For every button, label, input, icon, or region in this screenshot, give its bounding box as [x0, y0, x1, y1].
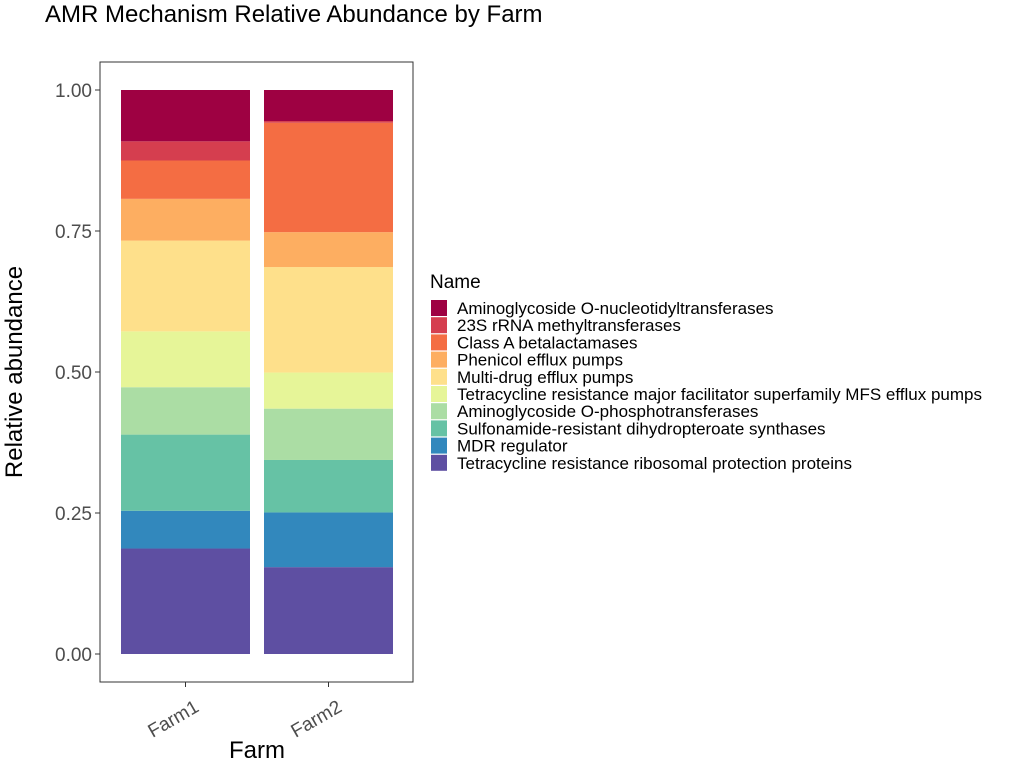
bar-segment-farm2-10: [264, 567, 393, 654]
y-axis: 0.00 0.25 0.50 0.75 1.00: [55, 81, 100, 666]
legend-label: Multi-drug efflux pumps: [457, 368, 633, 387]
bar-segment-farm1-6: [121, 331, 250, 388]
legend-title: Name: [430, 272, 481, 293]
bar-segment-farm1-3: [121, 160, 250, 199]
bar-segment-farm2-9: [264, 512, 393, 568]
bar-segment-farm2-1: [264, 90, 393, 122]
bar-segment-farm2-6: [264, 372, 393, 409]
bar-segment-farm1-10: [121, 548, 250, 654]
legend-label: Class A betalactamases: [457, 333, 637, 352]
legend-key: [431, 437, 447, 454]
legend-label: 23S rRNA methyltransferases: [457, 316, 681, 335]
x-axis: Farm1 Farm2: [145, 682, 346, 742]
bars-layer: [121, 90, 393, 654]
bar-segment-farm2-7: [264, 408, 393, 460]
bar-segment-farm2-2: [264, 121, 393, 123]
legend-key: [431, 368, 447, 385]
legend-key: [431, 334, 447, 351]
y-tick-label: 0.50: [55, 363, 92, 384]
bar-segment-farm1-8: [121, 434, 250, 511]
bar-segment-farm1-7: [121, 387, 250, 435]
legend-key: [431, 300, 447, 316]
legend-key: [431, 386, 447, 402]
legend-label: Sulfonamide-resistant dihydropteroate sy…: [457, 419, 826, 438]
chart-title: AMR Mechanism Relative Abundance by Farm: [45, 1, 543, 28]
x-tick-label: Farm2: [288, 697, 346, 743]
legend-label: MDR regulator: [457, 437, 568, 456]
y-axis-title: Relative abundance: [1, 266, 28, 478]
legend-label: Aminoglycoside O-nucleotidyltransferases: [457, 299, 774, 318]
bar-segment-farm1-4: [121, 198, 250, 241]
legend-label: Tetracycline resistance major facilitato…: [457, 385, 982, 404]
bar-segment-farm2-8: [264, 459, 393, 513]
legend-key: [431, 454, 447, 471]
y-tick-label: 1.00: [55, 81, 92, 102]
bar-segment-farm1-9: [121, 510, 250, 549]
legend-label: Aminoglycoside O-phosphotransferases: [457, 402, 758, 421]
x-tick-label: Farm1: [145, 697, 203, 743]
legend-items: Aminoglycoside O-nucleotidyltransferases…: [431, 299, 982, 473]
bar-segment-farm2-5: [264, 267, 393, 373]
y-tick-label: 0.25: [55, 504, 92, 525]
legend-key: [431, 317, 447, 334]
legend-label: Tetracycline resistance ribosomal protec…: [457, 454, 852, 473]
bar-segment-farm2-3: [264, 122, 393, 233]
x-axis-title: Farm: [229, 737, 285, 764]
legend-key: [431, 420, 447, 437]
bar-segment-farm2-4: [264, 232, 393, 268]
bar-segment-farm1-1: [121, 90, 250, 142]
legend-key: [431, 351, 447, 368]
bar-segment-farm1-5: [121, 240, 250, 332]
bar-segment-farm1-2: [121, 141, 250, 161]
y-tick-label: 0.00: [55, 645, 92, 666]
y-tick-label: 0.75: [55, 222, 92, 243]
legend-key: [431, 403, 447, 420]
legend-label: Phenicol efflux pumps: [457, 351, 623, 370]
legend: Name Aminoglycoside O-nucleotidyltransfe…: [430, 272, 982, 473]
